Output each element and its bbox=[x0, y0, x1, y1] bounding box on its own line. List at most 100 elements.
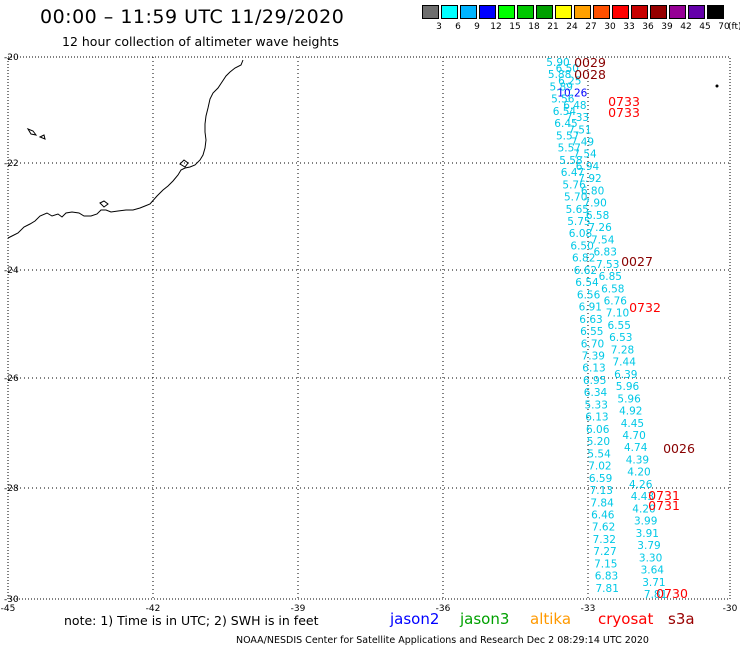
swh-value: 5.33 bbox=[585, 399, 608, 411]
swh-value: 5.58 bbox=[559, 155, 582, 167]
swh-value: 4.74 bbox=[624, 442, 648, 454]
scale-label: 42 bbox=[680, 22, 692, 32]
swh-value: 6.13 bbox=[585, 412, 608, 424]
pass-time-label: 0028 bbox=[574, 67, 606, 82]
swh-value: 10.26 bbox=[557, 88, 587, 100]
swh-value: 6.58 bbox=[586, 210, 609, 222]
swh-value: 7.62 bbox=[592, 522, 615, 534]
scale-label: 6 bbox=[455, 22, 461, 32]
map-title: 00:00 – 11:59 UTC 11/29/2020 bbox=[40, 6, 345, 28]
swh-value: 6.53 bbox=[609, 332, 632, 344]
swh-value: 4.20 bbox=[627, 467, 650, 479]
satellite-legend-item: cryosat bbox=[598, 610, 654, 628]
scale-label: 9 bbox=[474, 22, 480, 32]
swh-value: 5.70 bbox=[564, 192, 587, 204]
swh-value: 6.59 bbox=[589, 473, 612, 485]
swh-value: 5.54 bbox=[587, 448, 611, 460]
latitude-label: -24 bbox=[4, 266, 19, 276]
swh-value: 6.48 bbox=[563, 100, 586, 112]
swh-value: 6.82 bbox=[572, 253, 595, 265]
credit-line: NOAA/NESDIS Center for Satellite Applica… bbox=[236, 635, 649, 646]
swh-value: 5.89 bbox=[550, 82, 573, 94]
swh-value: 6.62 bbox=[574, 265, 597, 277]
scale-label: 30 bbox=[604, 22, 616, 32]
swh-value: 7.54 bbox=[591, 234, 615, 246]
swh-value: 7.13 bbox=[590, 485, 613, 497]
scale-unit: (ft) bbox=[728, 22, 740, 32]
longitude-label: -42 bbox=[146, 604, 161, 614]
swh-value: 5.96 bbox=[616, 381, 640, 393]
longitude-label: -36 bbox=[436, 604, 451, 614]
pass-time-label: 0026 bbox=[663, 441, 695, 456]
map-frame bbox=[7, 56, 731, 600]
scale-label: 18 bbox=[528, 22, 540, 32]
swh-value: 6.83 bbox=[595, 571, 618, 583]
pass-time-label: 0730 bbox=[656, 586, 688, 601]
scale-swatch bbox=[650, 5, 667, 19]
swh-value: 7.33 bbox=[566, 112, 589, 124]
island bbox=[99, 200, 109, 208]
scale-swatch bbox=[536, 5, 553, 19]
scale-label: 24 bbox=[566, 22, 578, 32]
swh-value: 3.71 bbox=[642, 577, 665, 589]
scale-label: 27 bbox=[585, 22, 597, 32]
pass-time-label: 0733 bbox=[608, 94, 640, 109]
swh-value: 5.90 bbox=[546, 57, 569, 69]
swh-value: 7.90 bbox=[583, 198, 606, 210]
scale-label: 36 bbox=[642, 22, 654, 32]
swh-value: 7.27 bbox=[593, 546, 616, 558]
swh-value: 5.75 bbox=[567, 216, 590, 228]
scale-swatch bbox=[669, 5, 686, 19]
swh-value: 5.96 bbox=[617, 393, 641, 405]
swh-value: 6.06 bbox=[586, 424, 610, 436]
swh-value: 6.47 bbox=[561, 167, 584, 179]
scale-swatch bbox=[498, 5, 515, 19]
pass-time-label: 0732 bbox=[629, 300, 661, 315]
scale-label: 3 bbox=[436, 22, 442, 32]
swh-value: 6.46 bbox=[591, 510, 615, 522]
swh-value: 6.34 bbox=[584, 387, 608, 399]
map-subtitle: 12 hour collection of altimeter wave hei… bbox=[62, 34, 339, 49]
scale-label: 12 bbox=[490, 22, 502, 32]
swh-value: 7.81 bbox=[596, 583, 619, 595]
scale-swatch bbox=[422, 5, 439, 19]
scale-label: 39 bbox=[661, 22, 673, 32]
island bbox=[26, 127, 38, 136]
swh-value: 7.28 bbox=[611, 344, 634, 356]
island-point bbox=[715, 84, 719, 88]
scale-label: 15 bbox=[509, 22, 521, 32]
swh-value: 6.80 bbox=[581, 185, 604, 197]
swh-value: 6.50 bbox=[556, 63, 579, 75]
longitude-label: -33 bbox=[581, 604, 596, 614]
swh-value: 4.92 bbox=[619, 406, 642, 418]
swh-value: 6.55 bbox=[580, 326, 603, 338]
swh-value: 3.30 bbox=[639, 552, 662, 564]
satellite-legend-item: jason3 bbox=[460, 610, 510, 628]
swh-value: 7.84 bbox=[590, 497, 614, 509]
swh-value: 5.57 bbox=[556, 130, 579, 142]
satellite-legend-item: altika bbox=[530, 610, 572, 628]
swh-value: 7.92 bbox=[578, 173, 601, 185]
swh-value: 3.91 bbox=[636, 528, 659, 540]
scale-swatch bbox=[460, 5, 477, 19]
swh-value: 6.08 bbox=[569, 228, 592, 240]
swh-value: 7.53 bbox=[596, 259, 619, 271]
swh-value: 6.54 bbox=[553, 106, 577, 118]
swh-value: 4.45 bbox=[621, 418, 644, 430]
swh-value: 6.54 bbox=[575, 277, 599, 289]
pass-time-label: 0731 bbox=[648, 488, 680, 503]
scale-swatch bbox=[441, 5, 458, 19]
pass-time-label: 0731 bbox=[648, 498, 680, 513]
swh-value: 6.50 bbox=[570, 240, 593, 252]
swh-value: 7.26 bbox=[588, 222, 612, 234]
swh-value: 6.91 bbox=[579, 302, 602, 314]
swh-value: 5.57 bbox=[558, 143, 581, 155]
scale-swatch bbox=[555, 5, 572, 19]
pass-time-label: 0029 bbox=[574, 55, 606, 70]
swh-value: 3.64 bbox=[641, 565, 665, 577]
swh-value: 5.56 bbox=[551, 94, 575, 106]
swh-value: 3.99 bbox=[634, 516, 657, 528]
latitude-label: -30 bbox=[4, 595, 19, 605]
swh-value: 6.45 bbox=[554, 118, 577, 130]
scale-swatch bbox=[631, 5, 648, 19]
